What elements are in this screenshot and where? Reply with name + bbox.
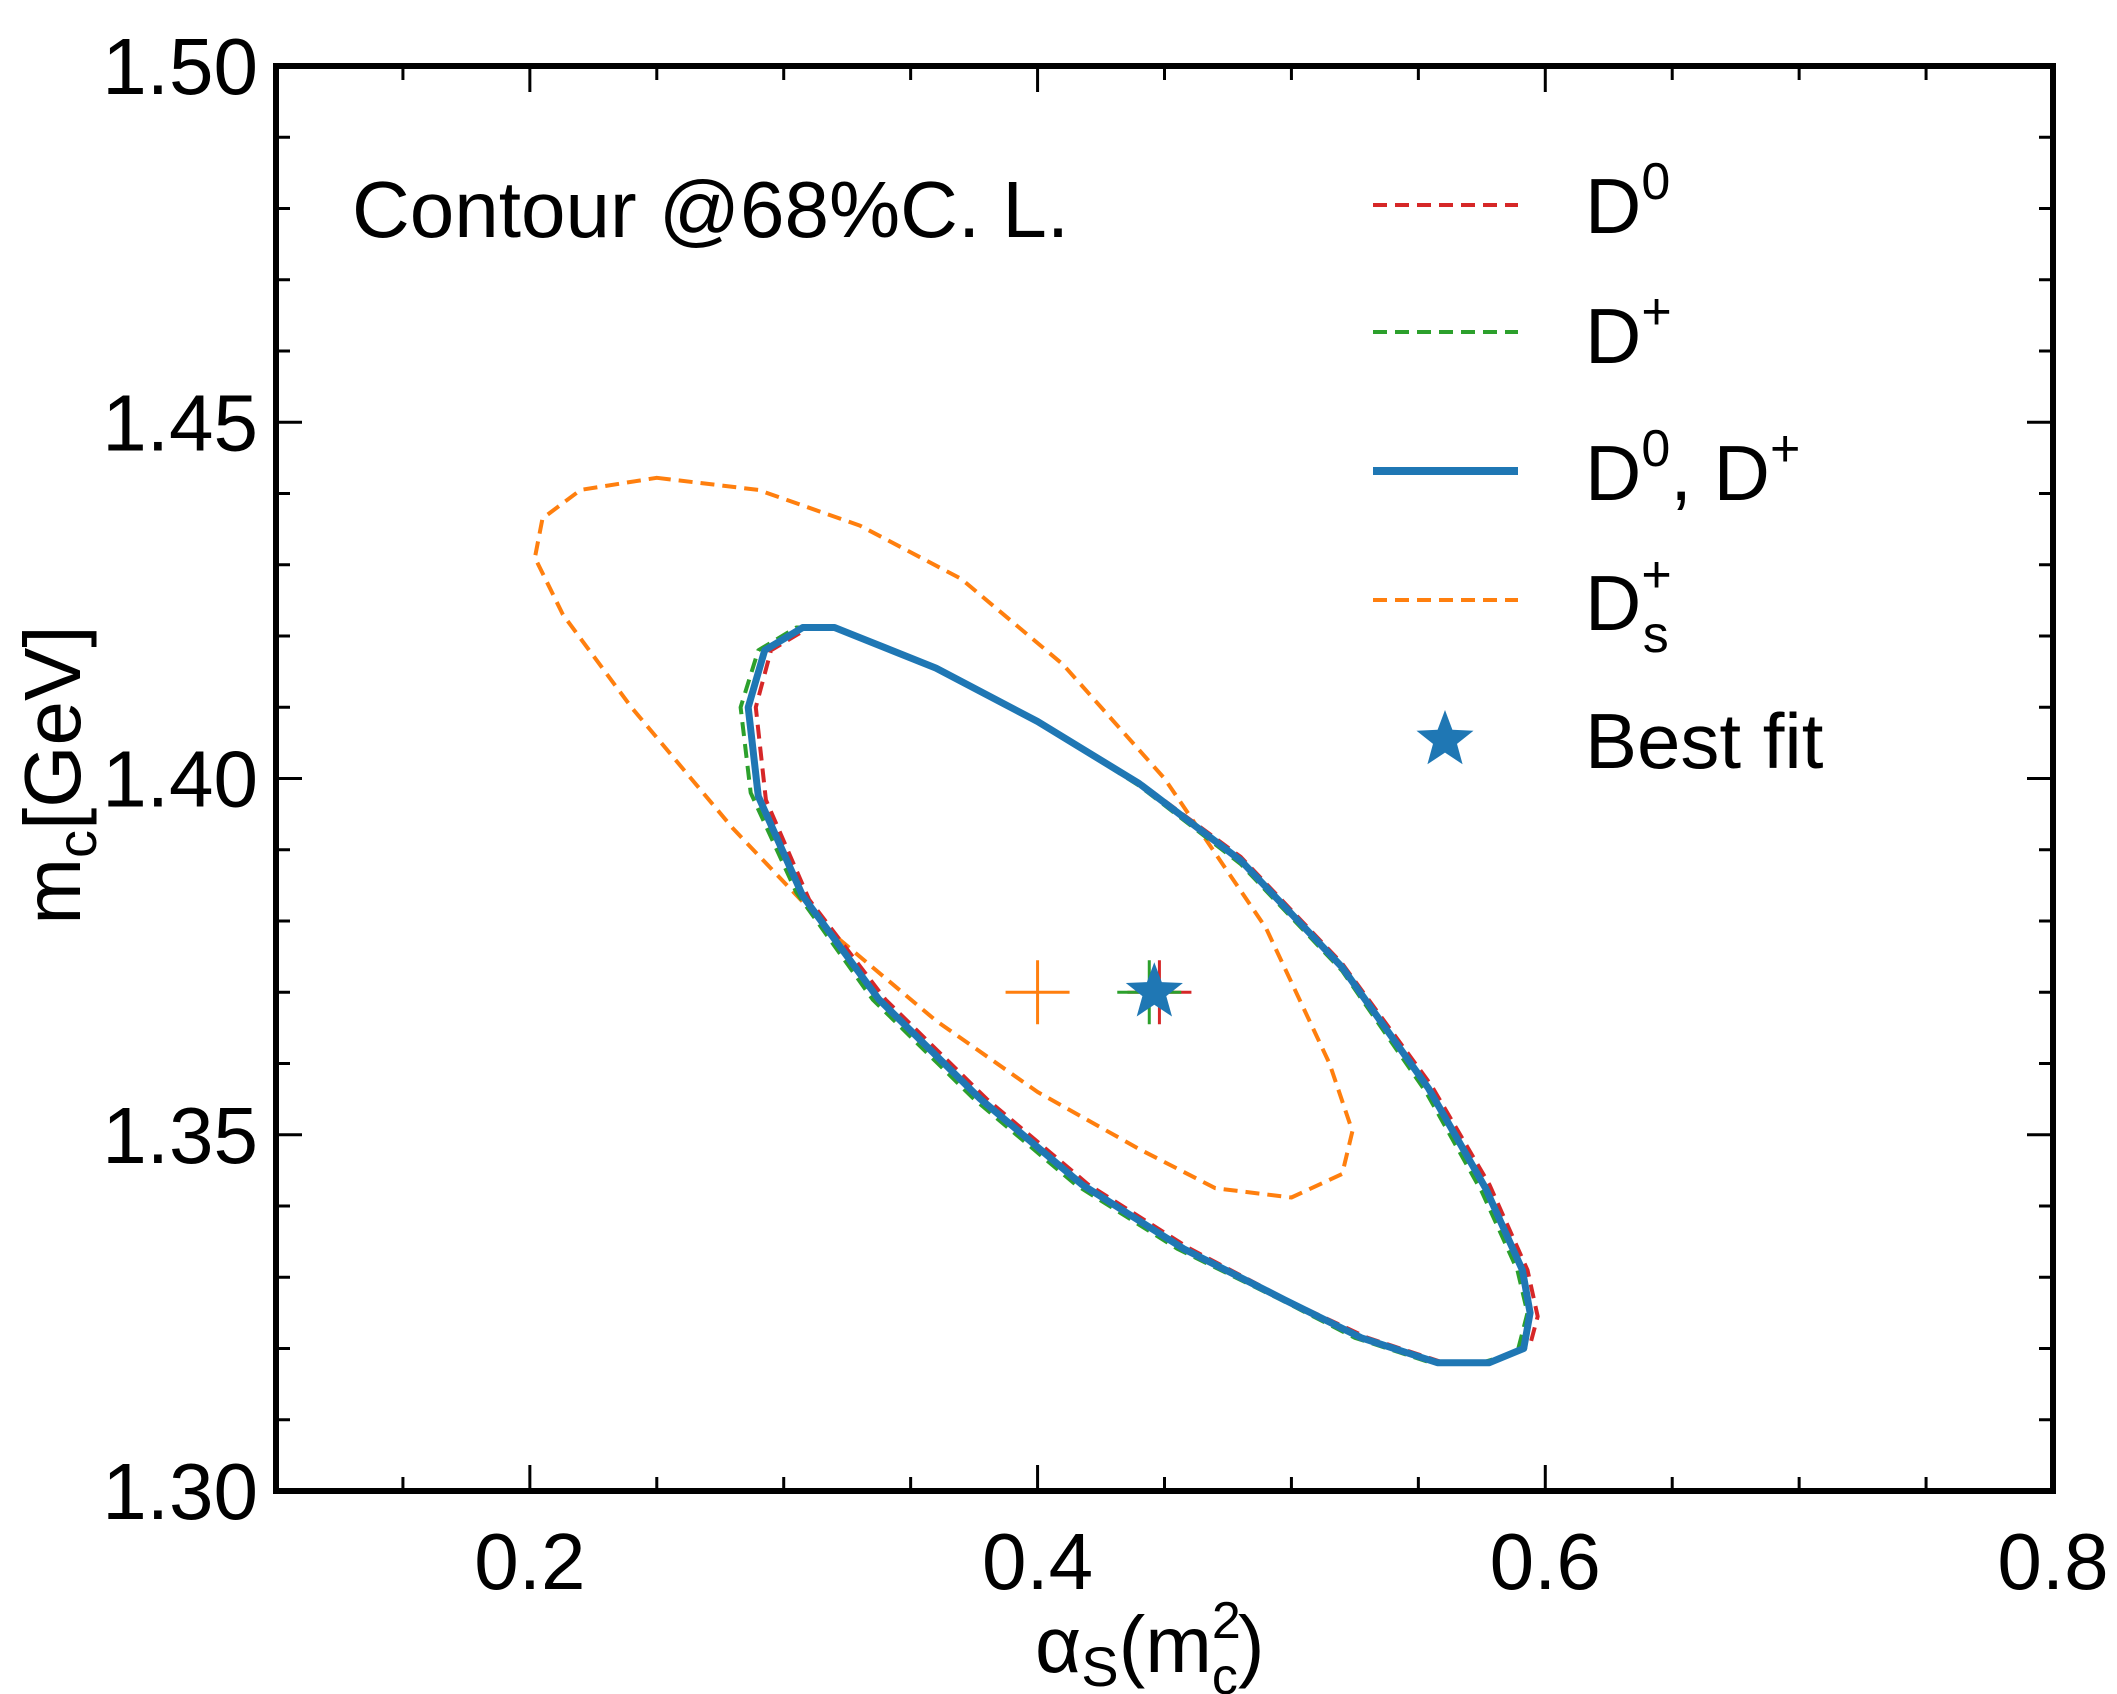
x-tick-label: 0.6 xyxy=(1490,1517,1601,1606)
y-tick-label: 1.30 xyxy=(102,1447,258,1536)
legend: D0 D+ D0, D+ D+ s Best fit xyxy=(1373,153,1824,785)
contour-annotation: Contour @68%C. L. xyxy=(352,165,1069,254)
y-tick-labels: 1.30 1.35 1.40 1.45 1.50 xyxy=(102,22,258,1536)
legend-label-best-fit: Best fit xyxy=(1585,697,1824,785)
x-tick-labels: 0.2 0.4 0.6 0.8 xyxy=(474,1517,2108,1606)
contours-layer xyxy=(532,475,1540,1367)
best-fit-star-d0dplus xyxy=(1125,962,1183,1017)
y-tick-label: 1.45 xyxy=(102,378,258,467)
y-axis-label: mc[GeV] xyxy=(8,625,108,924)
y-tick-label: 1.40 xyxy=(102,735,258,824)
y-tick-label: 1.35 xyxy=(102,1091,258,1180)
best-fit-markers xyxy=(1005,960,1192,1025)
x-tick-label: 0.8 xyxy=(1997,1517,2108,1606)
contour-dplus xyxy=(738,625,1530,1365)
x-tick-label: 0.2 xyxy=(474,1517,585,1606)
contour-ds xyxy=(532,475,1355,1200)
axis-ticks xyxy=(276,66,2053,1491)
x-tick-label: 0.4 xyxy=(982,1517,1093,1606)
legend-label-ds: D+ s xyxy=(1585,546,1672,664)
legend-star-icon xyxy=(1416,710,1474,765)
contour-d0dplus xyxy=(744,624,1534,1367)
x-axis-label: αS(m2 c) xyxy=(1035,1592,1264,1694)
y-tick-label: 1.50 xyxy=(102,22,258,111)
legend-label-d0dplus: D0, D+ xyxy=(1585,420,1800,517)
legend-label-d0: D0 xyxy=(1585,153,1670,250)
legend-label-dplus: D+ xyxy=(1585,283,1672,380)
best-fit-plus-ds xyxy=(1005,960,1070,1025)
